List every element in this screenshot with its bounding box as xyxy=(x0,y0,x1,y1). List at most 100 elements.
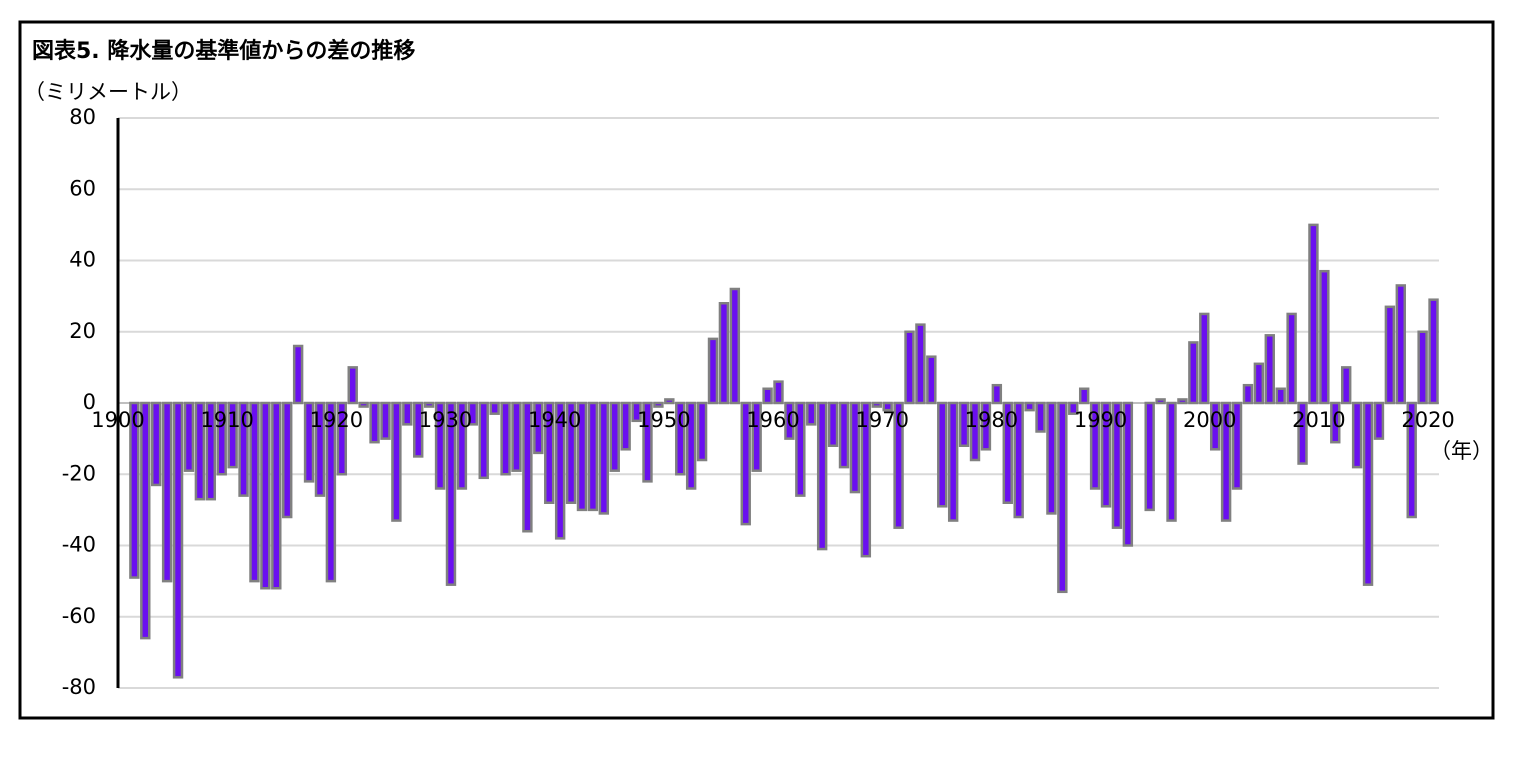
bar xyxy=(194,401,206,501)
bar xyxy=(762,387,773,405)
bar xyxy=(489,401,500,415)
bar xyxy=(554,401,566,540)
bar xyxy=(1275,387,1286,405)
bar xyxy=(926,355,937,405)
bar xyxy=(1068,401,1079,415)
bar xyxy=(1384,305,1396,405)
bar xyxy=(838,401,850,469)
bar xyxy=(795,401,806,497)
bar xyxy=(347,366,358,405)
bar xyxy=(882,401,893,412)
bar xyxy=(249,401,260,583)
bar xyxy=(1209,401,1221,451)
bar xyxy=(893,401,904,529)
bar xyxy=(806,401,817,426)
bar xyxy=(1188,341,1199,405)
bar xyxy=(860,401,872,558)
x-tick-label: 1970 xyxy=(855,408,908,432)
bar xyxy=(1340,366,1352,405)
bar xyxy=(1166,401,1177,522)
y-tick-label: 60 xyxy=(69,176,96,200)
bar xyxy=(1100,401,1112,508)
bar xyxy=(358,401,369,408)
bar xyxy=(216,401,227,476)
bar xyxy=(1406,401,1417,519)
y-tick-label: -20 xyxy=(62,461,96,485)
bar xyxy=(849,401,861,494)
bar xyxy=(729,287,741,405)
bar xyxy=(336,401,348,476)
bar xyxy=(991,383,1003,405)
y-tick-label: 40 xyxy=(69,248,96,272)
bar xyxy=(587,401,599,512)
bar xyxy=(937,401,948,508)
bar xyxy=(1428,298,1439,405)
y-tick-label: 0 xyxy=(83,390,96,414)
bar xyxy=(129,401,140,579)
bar xyxy=(958,401,970,447)
y-axis-label: （ミリメートル） xyxy=(24,80,192,104)
bar xyxy=(1220,401,1232,522)
bar xyxy=(260,401,271,590)
bar xyxy=(969,401,981,462)
bar xyxy=(1035,401,1046,433)
bar xyxy=(740,401,751,526)
bar xyxy=(1111,401,1123,529)
bar xyxy=(1122,401,1134,547)
bar xyxy=(696,401,708,462)
bar xyxy=(500,401,511,476)
bar xyxy=(664,398,675,405)
bar xyxy=(511,401,522,472)
bar xyxy=(533,401,544,455)
bar xyxy=(1330,401,1341,444)
bar xyxy=(227,401,238,469)
x-axis-label: （年） xyxy=(1430,439,1493,463)
bar xyxy=(238,401,249,497)
bar xyxy=(1395,284,1406,405)
bar xyxy=(1351,401,1363,469)
bar xyxy=(380,401,391,440)
y-tick-label: -40 xyxy=(62,533,96,557)
x-tick-label: 2000 xyxy=(1183,408,1236,432)
bar xyxy=(751,401,762,472)
bar xyxy=(303,401,315,483)
y-tick-label: 80 xyxy=(69,105,96,129)
x-tick-label: 1960 xyxy=(746,408,799,432)
bar xyxy=(707,337,719,405)
bar xyxy=(631,401,642,423)
bar xyxy=(816,401,828,551)
bar xyxy=(271,401,282,590)
bar xyxy=(325,401,337,583)
bar xyxy=(161,401,173,583)
bar xyxy=(205,401,217,501)
bar xyxy=(904,330,915,405)
bar xyxy=(369,401,380,444)
bar xyxy=(576,401,588,512)
bar xyxy=(402,401,413,426)
bar xyxy=(522,401,533,533)
bar xyxy=(1089,401,1101,490)
bar xyxy=(434,401,446,490)
bar xyxy=(467,401,479,426)
bar xyxy=(1057,401,1068,594)
bar xyxy=(915,323,926,405)
y-tick-label: 20 xyxy=(69,319,96,343)
bar xyxy=(282,401,293,519)
bar xyxy=(1231,401,1243,490)
bar xyxy=(151,401,162,487)
bar xyxy=(183,401,195,472)
bar xyxy=(1199,312,1210,405)
x-tick-label: 1940 xyxy=(528,408,581,432)
chart-frame xyxy=(18,20,1495,720)
bar xyxy=(423,401,435,408)
bar xyxy=(620,401,631,451)
bar xyxy=(947,401,959,522)
x-tick-label: 2010 xyxy=(1292,408,1345,432)
bar xyxy=(445,401,457,586)
bar xyxy=(1242,383,1254,405)
bar xyxy=(1024,401,1035,412)
bar xyxy=(565,401,577,504)
x-tick-label: 2020 xyxy=(1401,408,1454,432)
bar xyxy=(598,401,610,515)
y-tick-label: -60 xyxy=(62,604,96,628)
